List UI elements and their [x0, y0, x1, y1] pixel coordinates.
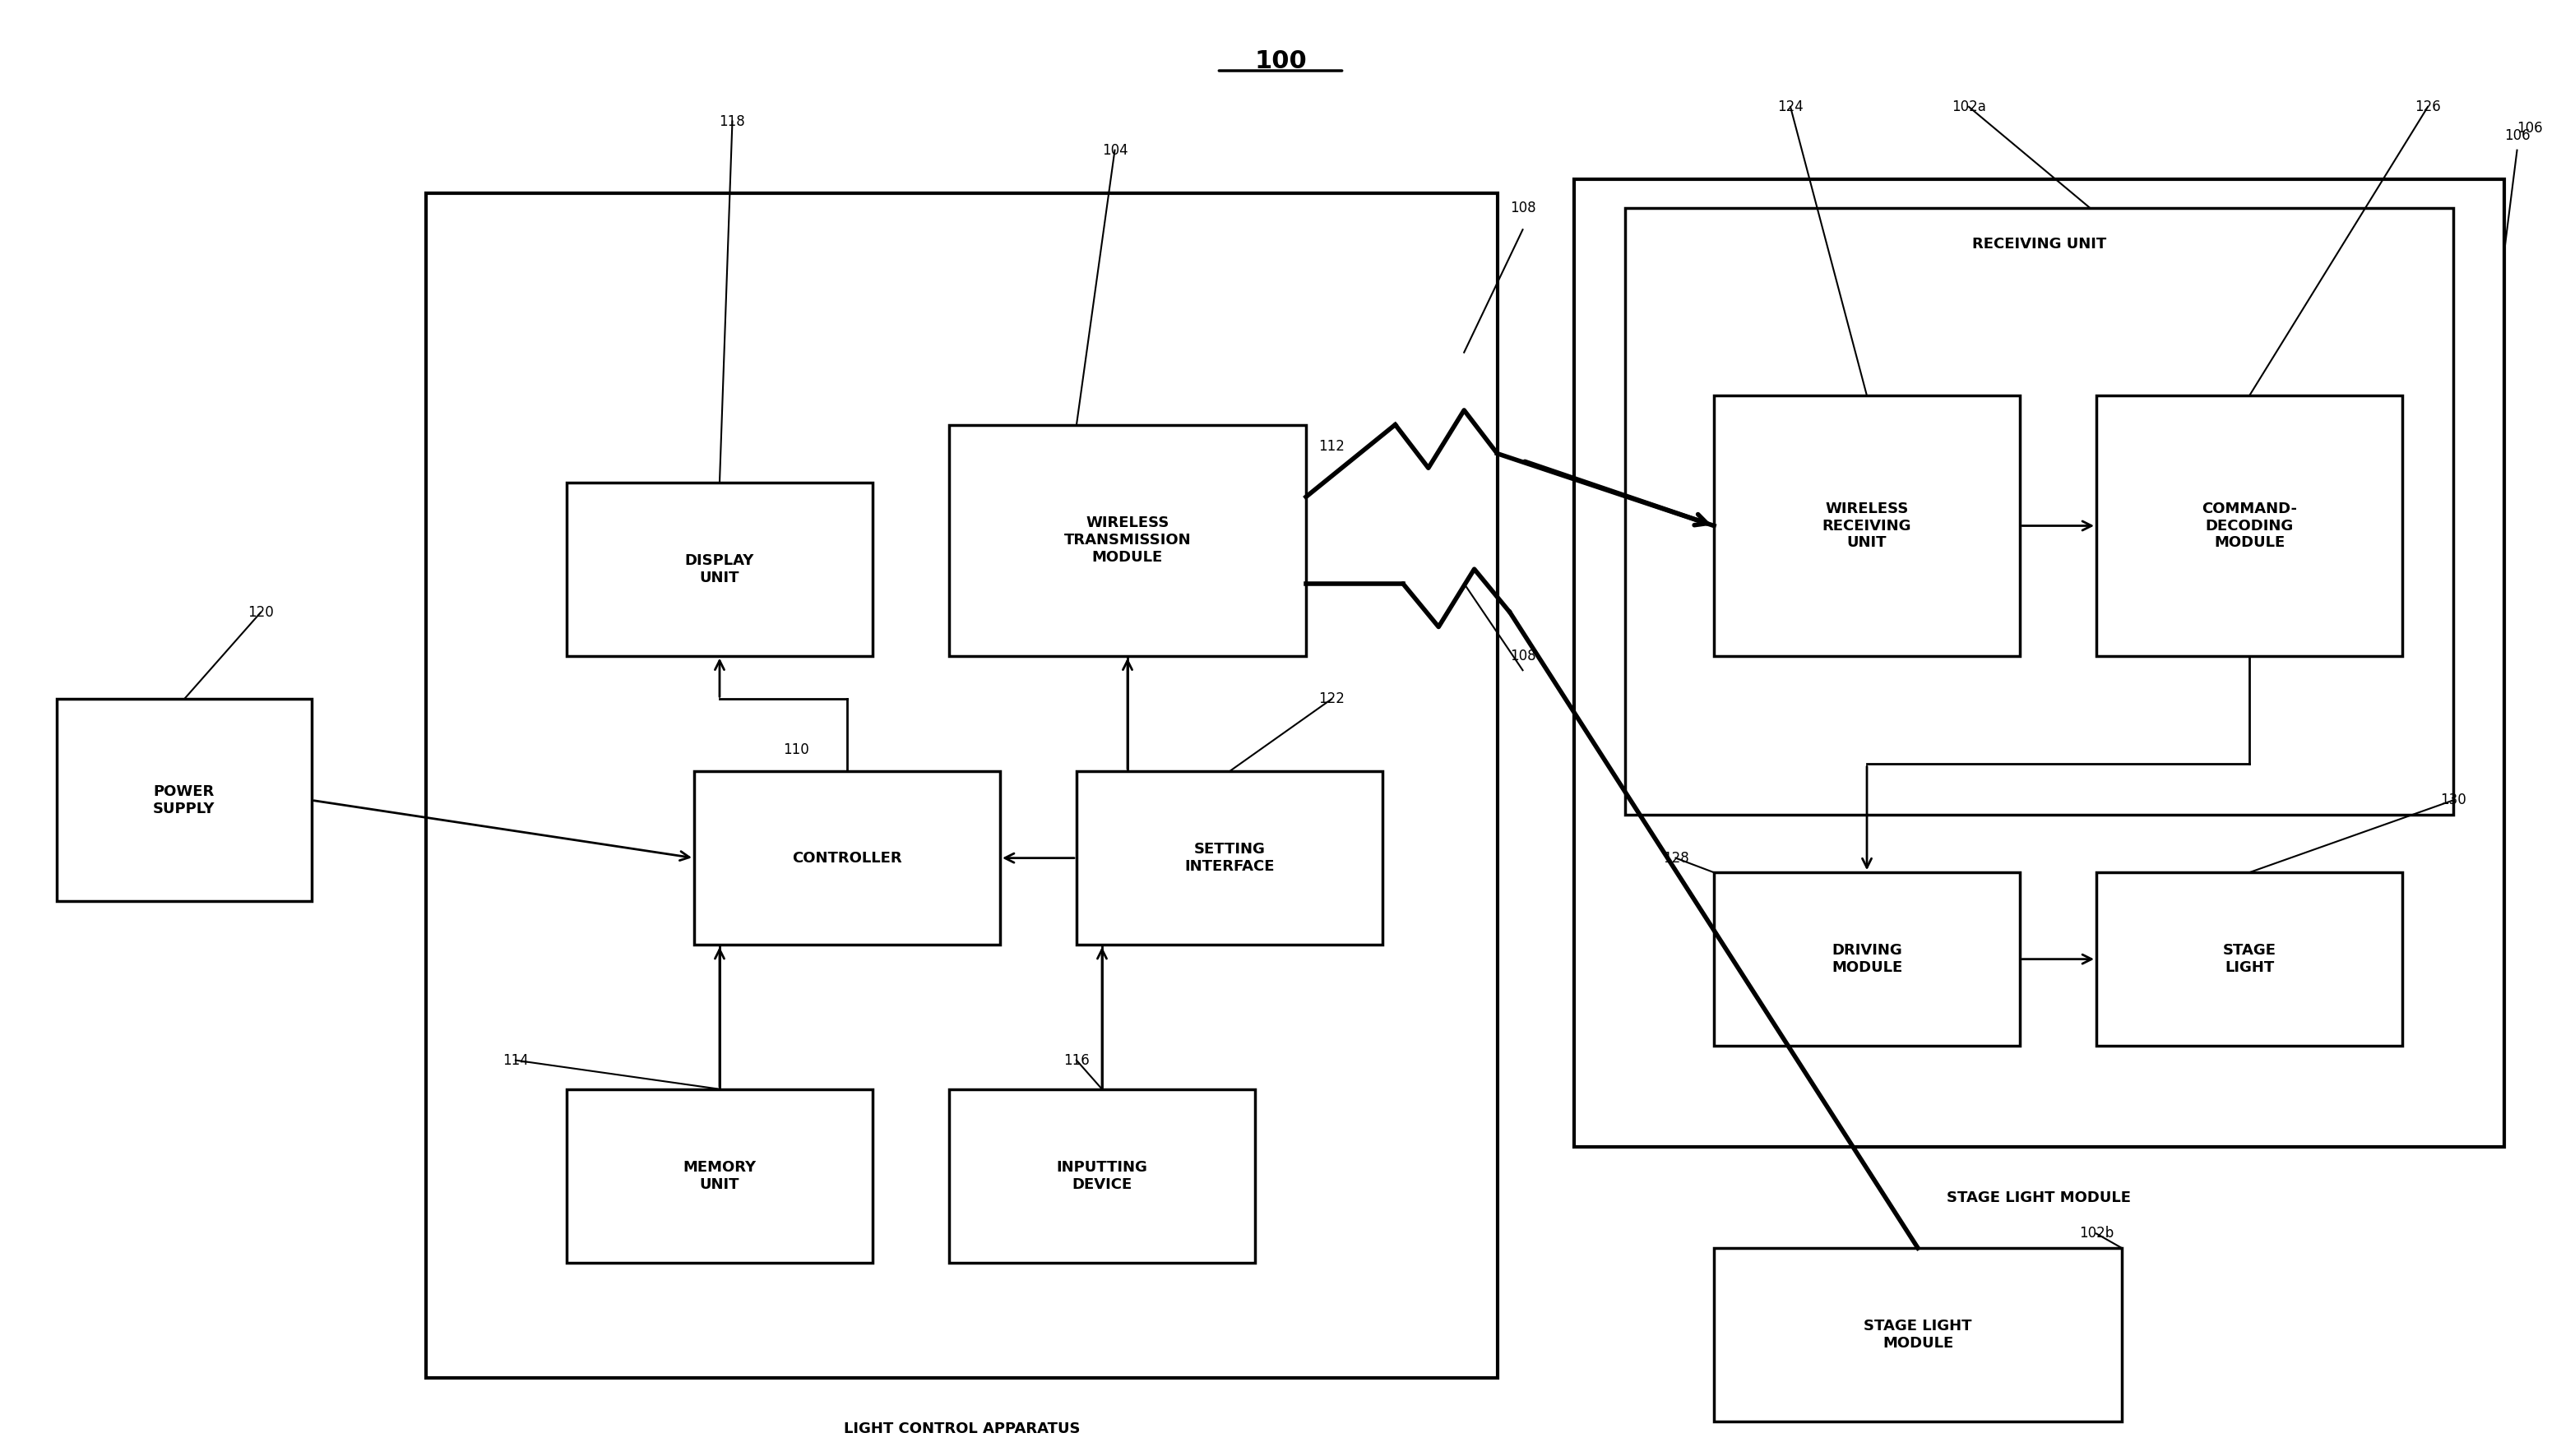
- Text: STAGE LIGHT
MODULE: STAGE LIGHT MODULE: [1864, 1319, 1972, 1351]
- Text: COMMAND-
DECODING
MODULE: COMMAND- DECODING MODULE: [2202, 501, 2297, 550]
- FancyBboxPatch shape: [425, 194, 1498, 1377]
- FancyBboxPatch shape: [1624, 208, 2453, 815]
- Text: 128: 128: [1662, 850, 1688, 865]
- Text: 106: 106: [2517, 121, 2543, 135]
- Text: 108: 108: [1508, 648, 1537, 662]
- FancyBboxPatch shape: [566, 482, 873, 655]
- Text: 130: 130: [2441, 794, 2466, 808]
- Text: DRIVING
MODULE: DRIVING MODULE: [1831, 943, 1903, 976]
- FancyBboxPatch shape: [1713, 1248, 2123, 1421]
- FancyBboxPatch shape: [950, 425, 1306, 655]
- Text: INPUTTING
DEVICE: INPUTTING DEVICE: [1058, 1160, 1147, 1192]
- Text: MEMORY
UNIT: MEMORY UNIT: [684, 1160, 755, 1192]
- Text: 124: 124: [1777, 99, 1803, 114]
- Text: STAGE
LIGHT: STAGE LIGHT: [2223, 943, 2277, 976]
- Text: POWER
SUPPLY: POWER SUPPLY: [154, 785, 215, 817]
- FancyBboxPatch shape: [56, 699, 312, 901]
- Text: 108: 108: [1508, 201, 1537, 215]
- FancyBboxPatch shape: [566, 1089, 873, 1262]
- FancyBboxPatch shape: [1076, 772, 1383, 945]
- FancyBboxPatch shape: [2097, 396, 2402, 655]
- Text: 102a: 102a: [1951, 99, 1987, 114]
- Text: WIRELESS
RECEIVING
UNIT: WIRELESS RECEIVING UNIT: [1823, 501, 1911, 550]
- Text: 122: 122: [1319, 692, 1345, 706]
- FancyBboxPatch shape: [2097, 872, 2402, 1045]
- Text: WIRELESS
TRANSMISSION
MODULE: WIRELESS TRANSMISSION MODULE: [1063, 515, 1191, 565]
- Text: 118: 118: [720, 114, 745, 128]
- Text: 106: 106: [2505, 128, 2530, 143]
- Text: STAGE LIGHT MODULE: STAGE LIGHT MODULE: [1946, 1190, 2131, 1206]
- Text: DISPLAY
UNIT: DISPLAY UNIT: [684, 553, 755, 585]
- Text: 126: 126: [2415, 99, 2441, 114]
- Text: SETTING
INTERFACE: SETTING INTERFACE: [1186, 842, 1275, 874]
- Text: 112: 112: [1319, 440, 1345, 454]
- Text: LIGHT CONTROL APPARATUS: LIGHT CONTROL APPARATUS: [843, 1421, 1081, 1436]
- Text: 114: 114: [502, 1053, 528, 1067]
- Text: 104: 104: [1101, 143, 1127, 157]
- Text: RECEIVING UNIT: RECEIVING UNIT: [1972, 237, 2105, 252]
- FancyBboxPatch shape: [1572, 179, 2505, 1147]
- FancyBboxPatch shape: [1713, 872, 2021, 1045]
- Text: 110: 110: [784, 743, 809, 757]
- FancyBboxPatch shape: [950, 1089, 1255, 1262]
- Text: 100: 100: [1255, 50, 1306, 73]
- Text: CONTROLLER: CONTROLLER: [791, 850, 901, 865]
- Text: 120: 120: [248, 606, 274, 620]
- FancyBboxPatch shape: [1713, 396, 2021, 655]
- Text: 102b: 102b: [2080, 1226, 2113, 1241]
- FancyBboxPatch shape: [694, 772, 999, 945]
- Text: 116: 116: [1063, 1053, 1088, 1067]
